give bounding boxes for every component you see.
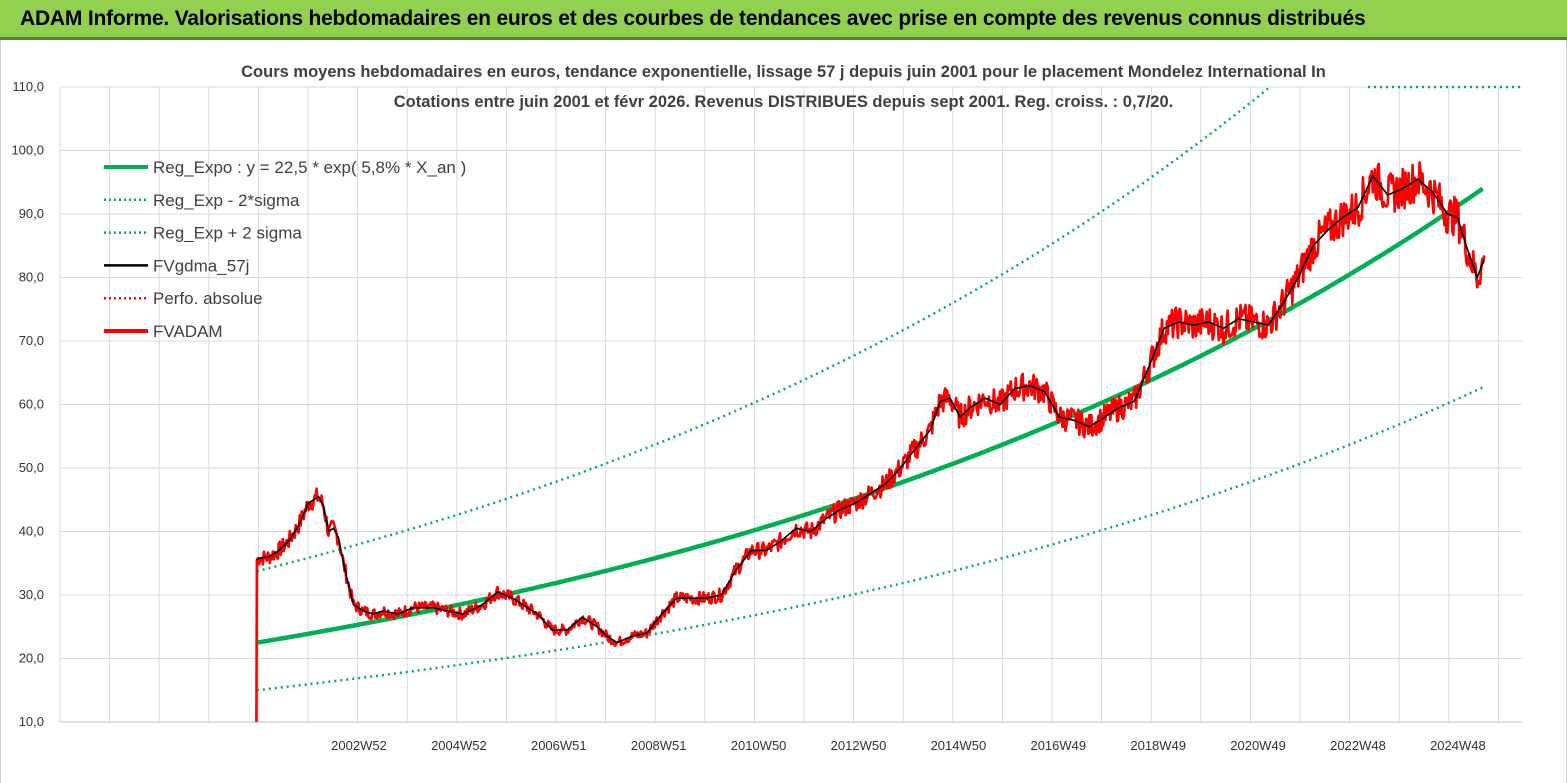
x-tick-label: 2004W52	[431, 738, 487, 753]
legend-label: Reg_Exp - 2*sigma	[153, 191, 300, 210]
series-fvadam	[255, 161, 1486, 723]
x-tick-label: 2022W48	[1330, 738, 1386, 753]
legend-label: Reg_Exp + 2 sigma	[153, 224, 302, 243]
x-tick-label: 2010W50	[731, 738, 787, 753]
series-reg-plus-2sigma	[256, 86, 1270, 573]
legend-label: FVADAM	[153, 322, 223, 341]
y-tick-label: 60,0	[19, 397, 44, 412]
y-tick-label: 110,0	[12, 79, 44, 94]
y-tick-label: 30,0	[19, 587, 44, 602]
x-tick-label: 2020W49	[1230, 738, 1286, 753]
y-tick-label: 40,0	[19, 524, 44, 539]
y-tick-label: 20,0	[19, 651, 44, 666]
series-reg-expo	[256, 186, 1485, 645]
x-tick-label: 2024W48	[1430, 738, 1486, 753]
y-tick-label: 80,0	[19, 270, 44, 285]
series-reg-minus-2sigma	[256, 386, 1484, 692]
x-tick-label: 2012W50	[831, 738, 887, 753]
legend-label: Perfo. absolue	[153, 289, 263, 308]
legend-label: FVgdma_57j	[153, 256, 249, 275]
legend-label: Reg_Expo : y = 22,5 * exp( 5,8% * X_an )	[153, 158, 466, 177]
chart-title: Cours moyens hebdomadaires en euros, ten…	[241, 63, 1326, 81]
y-tick-label: 70,0	[19, 333, 44, 348]
report-title: ADAM Informe. Valorisations hebdomadaire…	[20, 7, 1366, 30]
x-tick-label: 2016W49	[1030, 738, 1086, 753]
x-tick-label: 2002W52	[331, 738, 387, 753]
x-tick-label: 2008W51	[631, 738, 687, 753]
y-tick-label: 90,0	[19, 206, 44, 221]
x-tick-label: 2014W50	[931, 738, 987, 753]
x-tick-label: 2018W49	[1130, 738, 1186, 753]
y-tick-label: 50,0	[19, 460, 44, 475]
x-tick-label: 2006W51	[531, 738, 587, 753]
y-tick-label: 10,0	[19, 714, 44, 729]
report-banner: ADAM Informe. Valorisations hebdomadaire…	[0, 0, 1567, 40]
y-tick-label: 100,0	[11, 143, 44, 158]
chart-subtitle: Cotations entre juin 2001 et févr 2026. …	[393, 93, 1174, 111]
series-fvgdma-57j	[256, 174, 1485, 644]
